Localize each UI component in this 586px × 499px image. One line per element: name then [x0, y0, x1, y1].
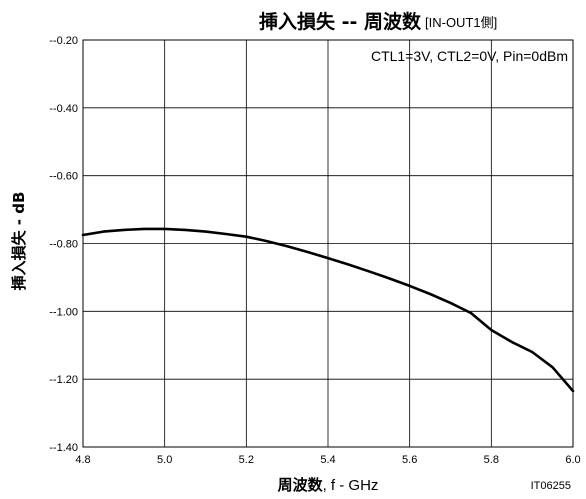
- y-tick-label: --0.80: [49, 239, 78, 251]
- y-tick-label: --1.00: [49, 306, 78, 318]
- x-tick-label: 5.4: [320, 454, 335, 466]
- y-tick-labels: --0.20 --0.40 --0.60 --0.80 --1.00 --1.20 --1.…: [49, 35, 78, 454]
- x-tick-labels: 4.8 5.0 5.2 5.4 5.6 5.8 6.0: [75, 454, 580, 466]
- x-tick-label: 6.0: [565, 454, 580, 466]
- y-axis-label: 挿入損失 - dB: [10, 192, 28, 291]
- x-axis-label-rest: , f - GHz: [323, 477, 379, 494]
- chart-title-suffix: [IN-OUT1側]: [425, 15, 497, 30]
- x-tick-label: 5.0: [157, 454, 172, 466]
- y-tick-label: --0.60: [49, 171, 78, 183]
- x-tick-label: 5.6: [402, 454, 417, 466]
- x-tick-label: 4.8: [75, 454, 90, 466]
- x-tick-label: 5.8: [484, 454, 499, 466]
- grid-lines: [83, 40, 573, 447]
- chart-title: 挿入損失 -- 周波数: [259, 10, 422, 33]
- series-group: [81, 227, 575, 393]
- y-tick-label: --0.40: [49, 103, 78, 115]
- condition-annotation: CTL1=3V, CTL2=0V, Pin=0dBm: [371, 48, 568, 64]
- y-tick-label: --1.20: [49, 374, 78, 386]
- plot-frame: [82, 39, 574, 448]
- series-line: [81, 227, 575, 393]
- figure-code: IT06255: [531, 480, 571, 492]
- x-axis-label-bold: 周波数: [278, 476, 324, 494]
- y-tick-label: --1.40: [49, 442, 78, 454]
- x-axis-label: 周波数, f - GHz: [278, 476, 379, 494]
- x-tick-label: 5.2: [239, 454, 254, 466]
- y-tick-label: --0.20: [49, 35, 78, 47]
